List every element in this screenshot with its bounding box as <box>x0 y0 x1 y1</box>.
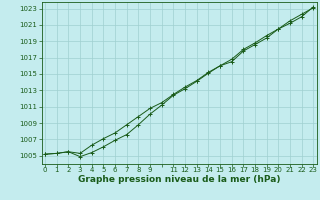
X-axis label: Graphe pression niveau de la mer (hPa): Graphe pression niveau de la mer (hPa) <box>78 175 280 184</box>
